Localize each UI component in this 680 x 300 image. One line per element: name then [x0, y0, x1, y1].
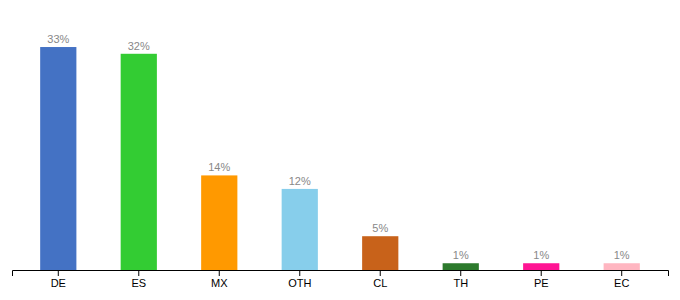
- x-tick-label: OTH: [288, 277, 311, 289]
- x-tick: MX: [211, 270, 228, 289]
- chart: DE ES MX OTH CL TH PE EC 33% 32% 14% 12% 5% 1% 1% 1%: [0, 0, 680, 300]
- x-tick-mark: [621, 270, 622, 276]
- bar: [201, 175, 237, 270]
- x-tick-label: DE: [51, 277, 66, 289]
- bar: [121, 54, 157, 270]
- x-tick-label: MX: [211, 277, 228, 289]
- x-tick-label: TH: [453, 277, 468, 289]
- bar: [40, 47, 76, 270]
- x-tick-label: EC: [614, 277, 629, 289]
- x-tick-mark: [541, 270, 542, 276]
- bar: [282, 189, 318, 270]
- x-tick: PE: [534, 270, 549, 289]
- data-label: 1%: [614, 249, 630, 261]
- x-tick: DE: [51, 270, 66, 289]
- data-label: 12%: [289, 175, 311, 187]
- data-label: 1%: [453, 249, 469, 261]
- bars: [40, 47, 640, 270]
- data-label: 5%: [372, 222, 388, 234]
- data-label: 1%: [533, 249, 549, 261]
- x-tick: TH: [453, 270, 468, 289]
- x-tick: CL: [373, 270, 387, 289]
- x-tick: ES: [131, 270, 146, 289]
- x-tick-label: CL: [373, 277, 387, 289]
- x-tick-mark: [380, 270, 381, 276]
- x-tick-mark: [299, 270, 300, 276]
- bar: [443, 263, 479, 270]
- bar: [523, 263, 559, 270]
- data-label: 14%: [208, 161, 230, 173]
- data-labels: 33% 32% 14% 12% 5% 1% 1% 1%: [47, 33, 630, 261]
- x-tick: OTH: [288, 270, 311, 289]
- x-tick-mark: [58, 270, 59, 276]
- bar: [362, 236, 398, 270]
- x-tick-mark: [460, 270, 461, 276]
- x-tick-label: PE: [534, 277, 549, 289]
- x-tick: EC: [614, 270, 629, 289]
- x-tick-label: ES: [131, 277, 146, 289]
- x-tick-mark: [138, 270, 139, 276]
- data-label: 32%: [128, 40, 150, 52]
- x-axis: DE ES MX OTH CL TH PE EC: [13, 270, 669, 289]
- x-axis-line: [13, 271, 669, 277]
- data-label: 33%: [47, 33, 69, 45]
- bar: [604, 263, 640, 270]
- x-tick-mark: [219, 270, 220, 276]
- plot: DE ES MX OTH CL TH PE EC 33% 32% 14% 12% 5% 1% 1% 1%: [13, 33, 669, 289]
